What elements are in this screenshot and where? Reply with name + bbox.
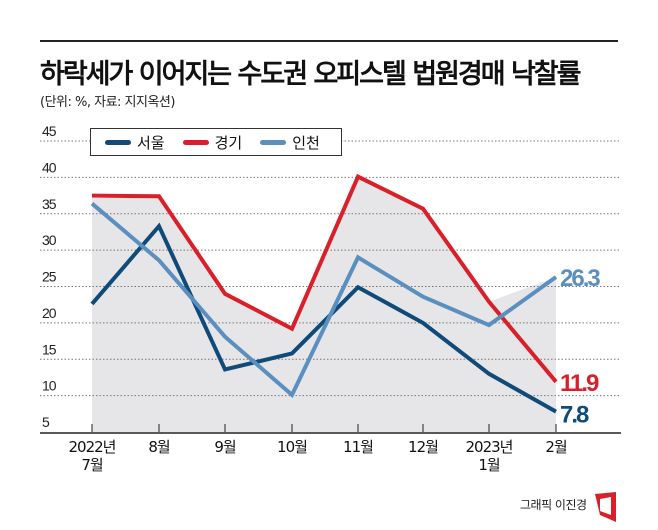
- x-tick-label: 9월: [214, 438, 236, 456]
- x-tick-label: 2023년: [466, 438, 513, 456]
- x-tick-label: 1월: [478, 456, 500, 474]
- chart-title: 하락세가 이어지는 수도권 오피스텔 법원경매 낙찰률: [40, 59, 581, 90]
- y-tick-label: 10: [42, 378, 57, 394]
- x-tick-label: 8월: [148, 438, 170, 456]
- y-tick-label: 15: [42, 341, 57, 357]
- legend-item-incheon: 인천: [260, 132, 320, 153]
- y-tick-label: 30: [42, 232, 57, 248]
- x-tick-label: 11월: [343, 438, 373, 456]
- series-line-1: [91, 173, 558, 384]
- y-tick-label: 40: [42, 159, 57, 175]
- legend-swatch: [260, 139, 287, 145]
- graphic-credit: 그래픽 이진경: [520, 498, 587, 512]
- legend-swatch: [105, 139, 131, 145]
- series-line-0: [90, 222, 557, 414]
- legend-label: 경기: [214, 133, 243, 152]
- series-line-2: [90, 202, 558, 399]
- publisher-logo-icon: [595, 492, 616, 522]
- y-tick-label: 35: [42, 196, 57, 212]
- chart-subtitle: (단위: %, 자료: 지지옥션): [40, 95, 175, 110]
- legend-label: 인천: [292, 133, 320, 152]
- x-tick-label: 7월: [81, 456, 103, 474]
- y-tick-label: 25: [42, 269, 57, 285]
- legend-swatch: [182, 139, 209, 145]
- end-value-label: 26.3: [560, 265, 600, 292]
- y-tick-label: 20: [42, 305, 57, 321]
- legend: 서울 경기 인천: [90, 128, 342, 156]
- y-tick-label: 5: [42, 414, 50, 430]
- top-rule: [40, 40, 618, 42]
- end-value-label: 11.9: [560, 370, 599, 397]
- x-tick-label: 10월: [277, 438, 307, 456]
- end-value-label: 7.8: [560, 402, 589, 429]
- shaded-area: [92, 176, 556, 432]
- legend-item-seoul: 서울: [105, 132, 165, 153]
- x-tick-label: 2월: [545, 438, 567, 456]
- x-tick-label: 12월: [408, 438, 438, 456]
- y-tick-label: 45: [42, 123, 57, 139]
- legend-item-gyeonggi: 경기: [182, 132, 243, 153]
- x-tick-label: 2022년: [69, 438, 116, 456]
- legend-label: 서울: [137, 133, 165, 152]
